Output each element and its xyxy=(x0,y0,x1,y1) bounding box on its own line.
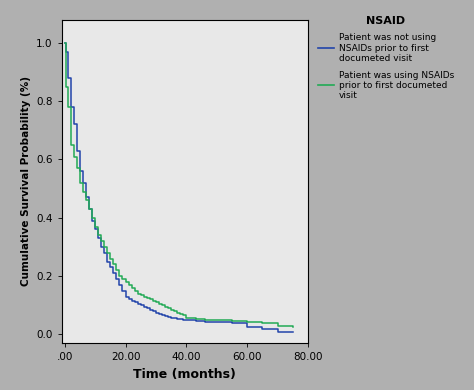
Y-axis label: Cumulative Survival Probability (%): Cumulative Survival Probability (%) xyxy=(20,76,30,286)
Legend: Patient was not using
NSAIDs prior to first
documeted visit, Patient was using N: Patient was not using NSAIDs prior to fi… xyxy=(318,16,454,100)
X-axis label: Time (months): Time (months) xyxy=(133,368,237,381)
